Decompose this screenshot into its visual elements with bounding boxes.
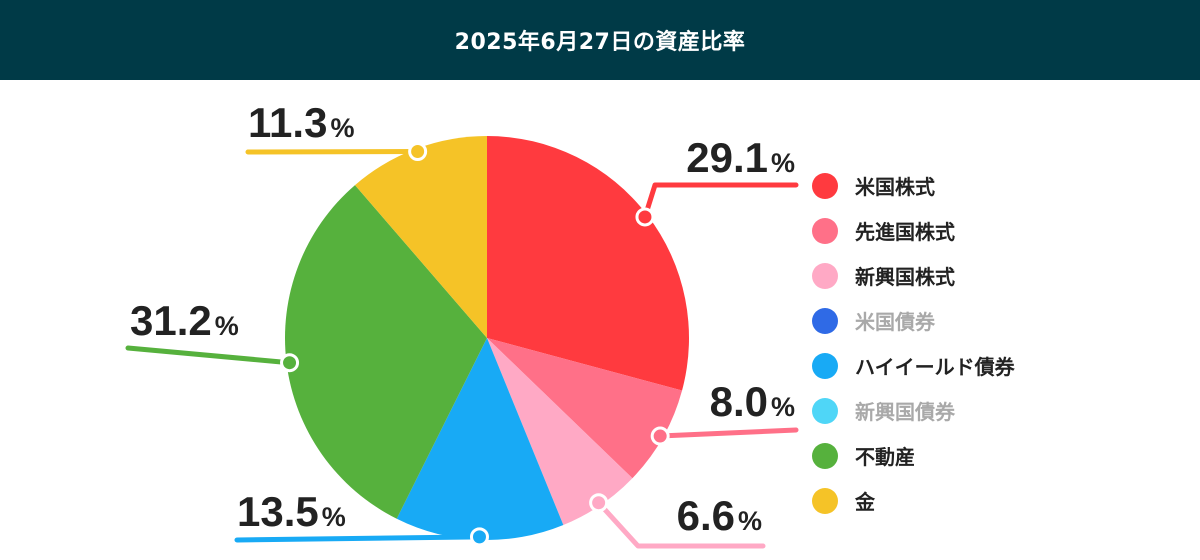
legend-item-7: 不動産 (812, 433, 1015, 478)
callout-dot-5 (469, 527, 489, 547)
data-label-8: 11.3% (248, 99, 354, 146)
legend-label: 先進国株式 (855, 220, 955, 244)
callout-line-2 (657, 427, 799, 439)
callout-dot-3 (589, 493, 609, 513)
legend-item-1: 米国株式 (812, 163, 1015, 208)
chart-legend: 米国株式先進国株式新興国株式米国債券ハイイールド債券 新興国債券不動産金 (812, 163, 1015, 523)
pie-slice-7 (285, 185, 487, 519)
data-label-2: 8.0% (710, 378, 795, 425)
pie-slices (285, 136, 690, 540)
legend-item-4: 米国債券 (812, 298, 1015, 343)
legend-swatch (812, 442, 838, 469)
pie-callouts: 29.1 % 8.0 % 6.6 % 13.5 % 31.2 % 11.3% (125, 99, 799, 549)
callout-line-7 (125, 345, 293, 366)
legend-label: 新興国株式 (855, 265, 955, 289)
legend-swatch (812, 307, 838, 334)
legend-swatch (812, 352, 838, 379)
callout-line-8 (245, 148, 421, 155)
callout-line-3 (596, 500, 766, 549)
legend-item-5: ハイイールド債券 (812, 343, 1015, 388)
legend-swatch (812, 217, 838, 244)
data-label-7: 31.2% (130, 297, 239, 344)
legend-label: 米国株式 (855, 175, 935, 199)
callout-line-1 (642, 182, 799, 220)
legend-item-6: 新興国債券 (812, 388, 1015, 433)
legend-item-2: 先進国株式 (812, 208, 1015, 253)
data-label-1: 29.1% (686, 134, 795, 181)
pie-slice-5 (396, 338, 564, 540)
legend-swatch (812, 172, 838, 199)
legend-swatch (812, 487, 838, 514)
legend-item-8: 金 (812, 478, 1015, 523)
legend-label: 新興国債券 (855, 400, 955, 424)
data-label-3: 6.6% (677, 492, 762, 539)
legend-label: ハイイールド債券 (855, 355, 1015, 379)
legend-swatch (812, 397, 838, 424)
callout-line-5 (234, 534, 482, 543)
legend-label: 金 (855, 490, 875, 514)
legend-swatch (812, 262, 838, 289)
pie-slice-2 (487, 338, 683, 479)
chart-title-bar: 2025年6月27日の資産比率 (0, 0, 1200, 80)
pie-slice-1 (487, 136, 690, 391)
chart-title: 2025年6月27日の資産比率 (454, 30, 746, 55)
callout-dot-1 (635, 207, 655, 227)
legend-label: 不動産 (855, 445, 915, 469)
data-label-5: 13.5% (237, 488, 346, 535)
callout-dot-8 (408, 141, 428, 161)
pie-slice-8 (355, 136, 487, 338)
callout-dot-7 (280, 353, 300, 373)
callout-dot-2 (650, 426, 670, 446)
pie-slice-3 (487, 338, 633, 526)
legend-label: 米国債券 (855, 310, 935, 334)
legend-item-3: 新興国株式 (812, 253, 1015, 298)
